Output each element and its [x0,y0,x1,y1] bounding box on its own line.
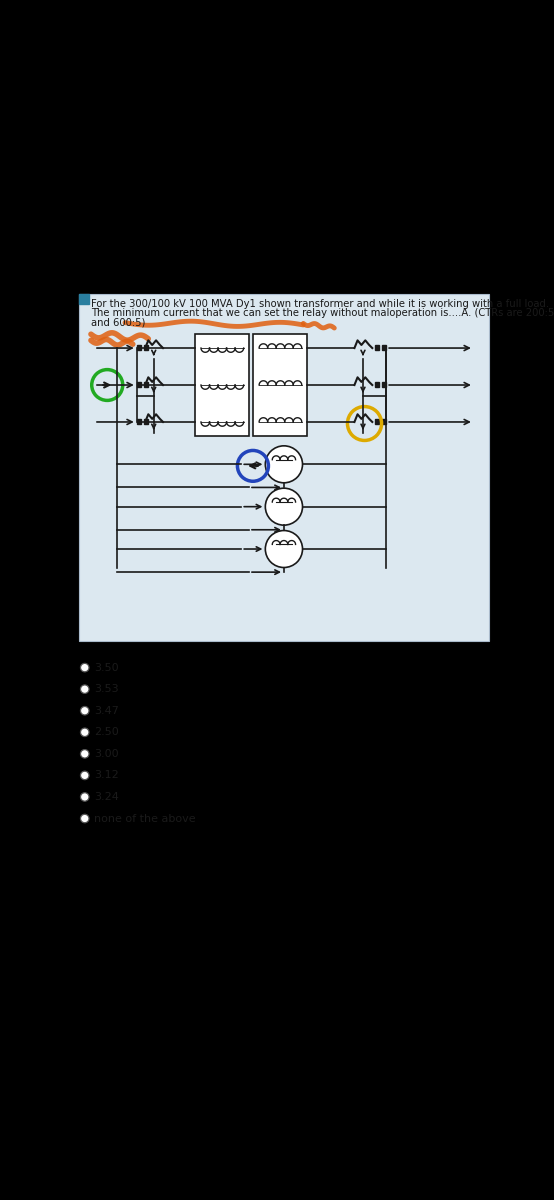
Bar [79,294,489,641]
Bar [137,382,141,386]
Circle shape [80,815,89,823]
Bar [375,344,379,349]
Text: and 600:5): and 600:5) [91,317,145,328]
Text: 3.47: 3.47 [94,706,119,715]
Circle shape [265,488,302,526]
Text: 3.24: 3.24 [94,792,119,802]
Bar [137,344,141,349]
Text: For the 300/100 kV 100 MVA Dy1 shown transformer and while it is working with a : For the 300/100 kV 100 MVA Dy1 shown tra… [91,299,549,308]
Text: The minimum current that we can set the relay without maloperation is....A. (CTR: The minimum current that we can set the … [91,308,554,318]
Bar [382,344,386,349]
Text: 2.50: 2.50 [94,727,119,737]
Bar [143,382,148,386]
Text: 3.12: 3.12 [94,770,119,780]
Bar [79,294,89,304]
Text: none of the above: none of the above [94,814,196,823]
Circle shape [80,707,89,715]
Circle shape [80,793,89,802]
Bar [382,382,386,386]
Circle shape [265,446,302,482]
Circle shape [80,685,89,694]
Circle shape [265,530,302,568]
Circle shape [80,750,89,758]
Bar [253,334,307,436]
Bar [375,382,379,386]
Bar [382,419,386,424]
Bar [143,419,148,424]
Circle shape [80,728,89,737]
Circle shape [80,664,89,672]
Bar [375,419,379,424]
Bar [143,344,148,349]
Text: 3.00: 3.00 [94,749,119,758]
Circle shape [80,772,89,780]
Bar [195,334,249,436]
Text: 3.53: 3.53 [94,684,119,694]
Bar [137,419,141,424]
Text: 3.50: 3.50 [94,662,119,672]
